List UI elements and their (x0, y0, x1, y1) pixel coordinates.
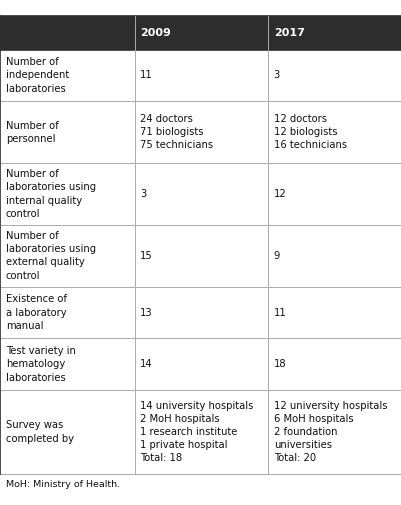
Text: 9: 9 (273, 251, 279, 261)
Text: Number of
independent
laboratories: Number of independent laboratories (6, 57, 69, 93)
Bar (134, 287, 267, 338)
Bar (134, 390, 267, 474)
Bar (267, 338, 401, 390)
Bar (0, 49, 134, 102)
Bar (134, 102, 267, 163)
Text: 24 doctors
71 biologists
75 technicians: 24 doctors 71 biologists 75 technicians (140, 114, 213, 150)
Bar (267, 163, 401, 225)
Text: 3: 3 (140, 189, 146, 199)
Text: 12 university hospitals
6 MoH hospitals
2 foundation
universities
Total: 20: 12 university hospitals 6 MoH hospitals … (273, 400, 386, 464)
Bar (0, 390, 134, 474)
Bar (134, 225, 267, 287)
Text: 2009: 2009 (140, 28, 171, 38)
Text: 3: 3 (273, 70, 279, 80)
Text: 15: 15 (140, 251, 153, 261)
Text: 2017: 2017 (273, 28, 304, 38)
Bar (0, 338, 134, 390)
Bar (134, 49, 267, 102)
Bar (0, 16, 134, 49)
Text: Test variety in
hematology
laboratories: Test variety in hematology laboratories (6, 346, 75, 382)
Text: MoH: Ministry of Health.: MoH: Ministry of Health. (6, 480, 119, 489)
Bar (0, 287, 134, 338)
Text: Number of
personnel: Number of personnel (6, 121, 58, 144)
Text: 11: 11 (273, 308, 286, 318)
Text: 13: 13 (140, 308, 152, 318)
Text: 14 university hospitals
2 MoH hospitals
1 research institute
1 private hospital
: 14 university hospitals 2 MoH hospitals … (140, 400, 253, 464)
Text: 12 doctors
12 biologists
16 technicians: 12 doctors 12 biologists 16 technicians (273, 114, 346, 150)
Text: 14: 14 (140, 360, 152, 369)
Bar (267, 102, 401, 163)
Text: 18: 18 (273, 360, 286, 369)
Text: Number of
laboratories using
internal quality
control: Number of laboratories using internal qu… (6, 169, 95, 219)
Bar (267, 49, 401, 102)
Bar (0, 225, 134, 287)
Bar (134, 338, 267, 390)
Text: Existence of
a laboratory
manual: Existence of a laboratory manual (6, 294, 67, 331)
Text: 11: 11 (140, 70, 153, 80)
Text: Survey was
completed by: Survey was completed by (6, 420, 73, 443)
Bar (267, 390, 401, 474)
Bar (267, 16, 401, 49)
Text: Number of
laboratories using
external quality
control: Number of laboratories using external qu… (6, 231, 95, 281)
Bar (267, 225, 401, 287)
Bar (134, 16, 267, 49)
Bar (0, 102, 134, 163)
Text: 12: 12 (273, 189, 286, 199)
Bar (0, 163, 134, 225)
Bar (134, 163, 267, 225)
Bar (267, 287, 401, 338)
